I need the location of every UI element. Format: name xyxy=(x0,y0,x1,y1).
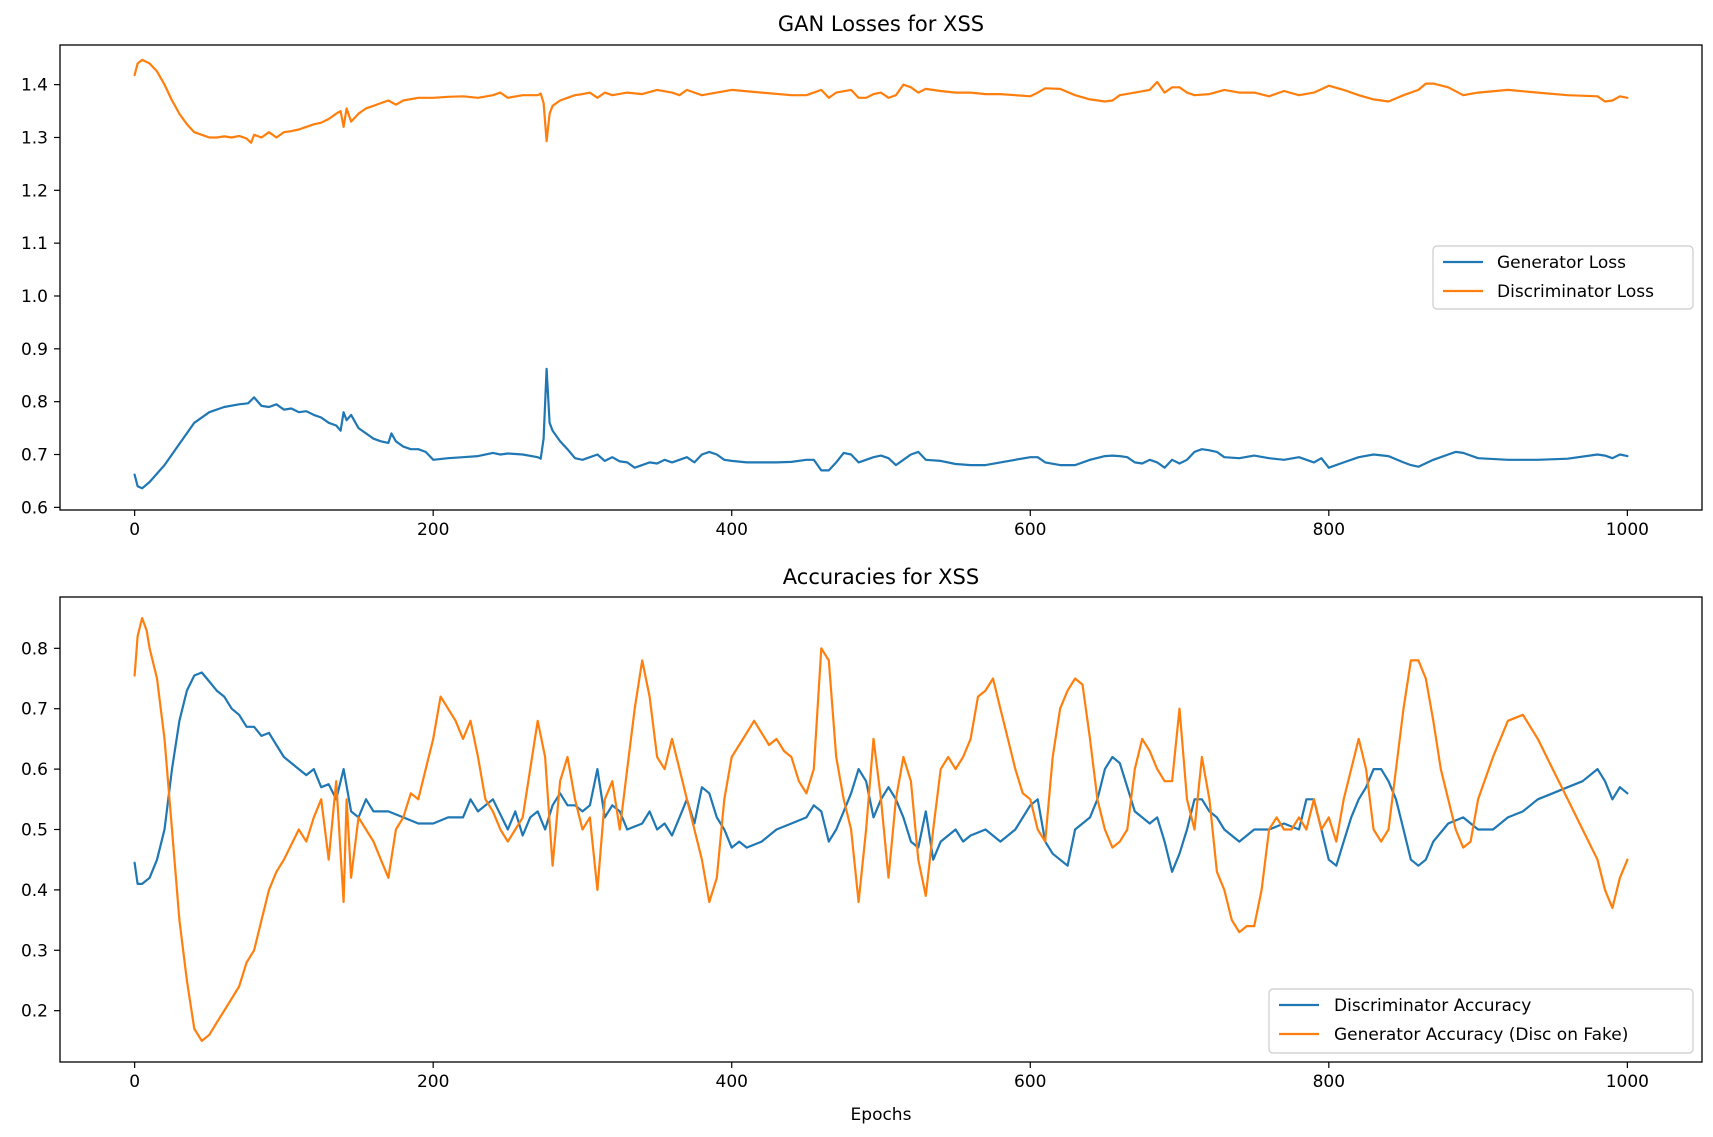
x-tick-label: 1000 xyxy=(1606,1072,1649,1092)
x-tick-label: 800 xyxy=(1313,520,1345,540)
x-tick-label: 400 xyxy=(716,1072,748,1092)
x-tick-label: 400 xyxy=(716,520,748,540)
x-tick-label: 200 xyxy=(417,1072,449,1092)
loss-chart-ticks: 0 200 400 600 800 1000 0.6 0.7 0.8 0.9 1.0 1.1 1.2 1.… xyxy=(21,76,1649,540)
loss-legend-box xyxy=(1432,245,1694,310)
y-tick-label: 0.5 xyxy=(21,821,48,841)
legend-label-generator-loss: Generator Loss xyxy=(1497,253,1626,273)
accuracy-chart-series xyxy=(133,616,1629,1043)
legend-label-generator-accuracy: Generator Accuracy (Disc on Fake) xyxy=(1334,1025,1628,1045)
legend-label-discriminator-accuracy: Discriminator Accuracy xyxy=(1334,996,1531,1016)
accuracy-chart-title: Accuracies for XSS xyxy=(783,565,979,589)
loss-chart-axes-frame xyxy=(59,44,1703,511)
x-tick-label: 1000 xyxy=(1606,520,1649,540)
y-tick-label: 0.9 xyxy=(21,340,48,360)
series-line-generator-loss xyxy=(133,367,1629,490)
y-tick-label: 1.1 xyxy=(21,234,48,254)
accuracy-chart-legend: Discriminator Accuracy Generator Accurac… xyxy=(1268,988,1694,1054)
x-tick-label: 0 xyxy=(129,1072,140,1092)
legend-label-discriminator-loss: Discriminator Loss xyxy=(1497,282,1654,302)
loss-chart-title: GAN Losses for XSS xyxy=(778,12,984,36)
loss-chart-legend: Generator Loss Discriminator Loss xyxy=(1432,245,1694,310)
x-tick-label: 600 xyxy=(1014,1072,1046,1092)
x-tick-label: 0 xyxy=(129,520,140,540)
y-tick-label: 0.3 xyxy=(21,941,48,961)
y-tick-label: 1.0 xyxy=(21,287,48,307)
series-line-discriminator-loss xyxy=(133,58,1629,144)
x-axis-label: Epochs xyxy=(851,1105,912,1125)
y-tick-label: 0.8 xyxy=(21,639,48,659)
accuracy-chart-ticks: 0 200 400 600 800 1000 0.2 0.3 0.4 0.5 0.6 0.7 0.8 xyxy=(21,639,1649,1092)
series-line-generator-accuracy-disc-on-fake xyxy=(133,616,1629,1043)
y-tick-label: 0.4 xyxy=(21,881,48,901)
y-tick-label: 0.7 xyxy=(21,446,48,466)
y-tick-label: 1.4 xyxy=(21,76,48,96)
x-tick-label: 800 xyxy=(1313,1072,1345,1092)
y-tick-label: 0.6 xyxy=(21,498,48,518)
loss-chart-series xyxy=(133,58,1629,490)
x-tick-label: 600 xyxy=(1014,520,1046,540)
series-line-discriminator-accuracy xyxy=(133,671,1629,886)
accuracy-chart: Accuracies for XSS 0 200 400 600 800 10000.20… xyxy=(21,565,1703,1125)
y-tick-label: 1.2 xyxy=(21,181,48,201)
y-tick-label: 0.8 xyxy=(21,393,48,413)
y-tick-label: 1.3 xyxy=(21,128,48,148)
accuracy-legend-box xyxy=(1268,988,1694,1054)
y-tick-label: 0.6 xyxy=(21,760,48,780)
y-tick-label: 0.2 xyxy=(21,1002,48,1022)
y-tick-label: 0.7 xyxy=(21,700,48,720)
loss-chart: GAN Losses for XSS 0 200 400 600 800 10000.60… xyxy=(21,12,1703,540)
x-tick-label: 200 xyxy=(417,520,449,540)
